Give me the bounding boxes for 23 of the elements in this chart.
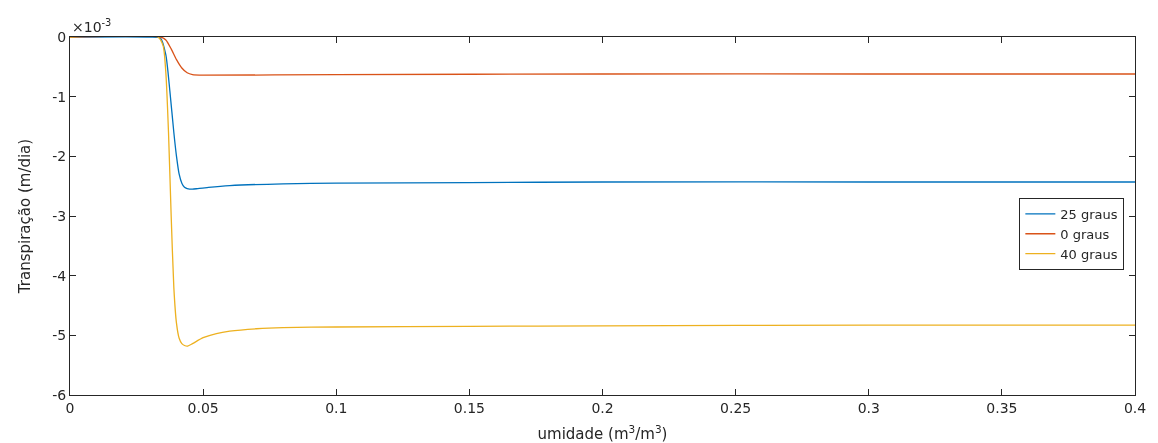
text: ×10$^{-3}$ (72, 17, 112, 35)
y-tick-label: -6 (52, 386, 67, 403)
legend-label: 25 graus (1060, 206, 1118, 222)
x-tick-label: 0.05 (187, 399, 219, 416)
x-tick-label: 0.4 (1123, 399, 1147, 416)
y-tick-label: -3 (52, 207, 67, 224)
legend-label: 40 graus (1060, 246, 1118, 262)
line-series (70, 37, 1135, 76)
x-tick-label: 0.2 (591, 399, 614, 416)
x-tick-label: 0.3 (857, 399, 880, 416)
y-axis-title: Transpiração (m/dia) (16, 138, 34, 295)
y-tick-label: -2 (52, 148, 67, 165)
y-tick-label: -4 (52, 267, 67, 284)
x-tick-label: 0.1 (325, 399, 348, 416)
x-tick-label: 0.25 (720, 399, 752, 416)
x-axis-title: umidade (m$^{3}$/m$^{3}$) (537, 422, 668, 443)
line-series (70, 37, 1135, 347)
x-tick-label: 0.35 (986, 399, 1018, 416)
x-tick-label: 0.15 (453, 399, 485, 416)
y-tick-label: -1 (52, 88, 67, 105)
legend-label: 0 graus (1060, 226, 1110, 242)
y-tick-label: 0 (57, 28, 67, 45)
y-tick-label: -5 (52, 327, 67, 344)
